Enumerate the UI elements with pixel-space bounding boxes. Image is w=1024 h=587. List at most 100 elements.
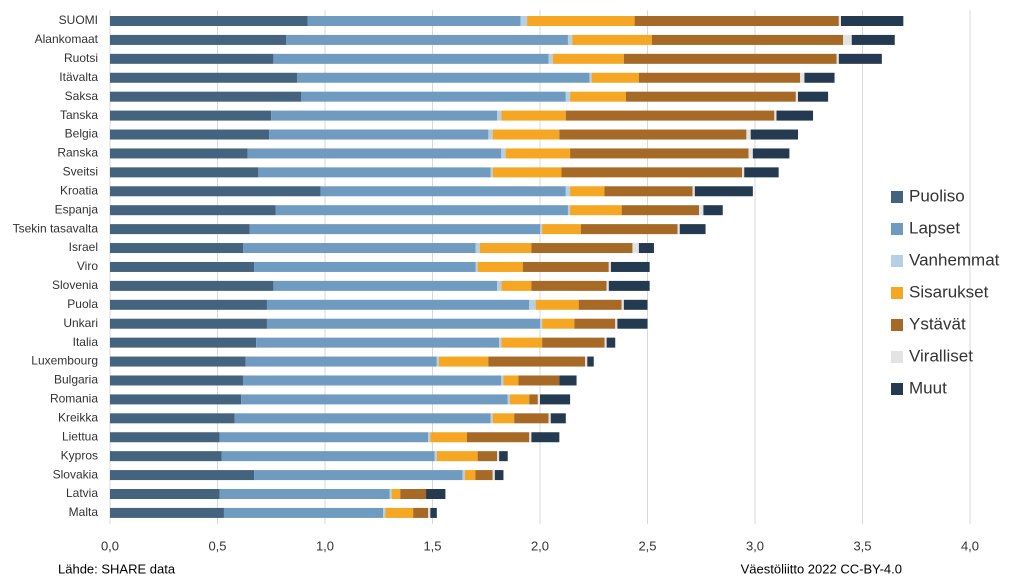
bar-segment — [692, 186, 695, 197]
bar-segment — [110, 91, 302, 102]
bar-segment — [247, 148, 502, 159]
bar-segment — [501, 110, 566, 121]
bar-segment — [606, 337, 616, 348]
bar-segment — [587, 356, 594, 367]
y-tick-label: Bulgaria — [54, 373, 98, 387]
bar-segment — [750, 129, 798, 140]
bar-segment — [570, 91, 626, 102]
y-tick-label: Belgia — [65, 127, 99, 141]
bar-segment — [494, 470, 504, 481]
bar-segment — [623, 299, 648, 310]
bar-segment — [529, 299, 536, 310]
bar-segment — [776, 110, 814, 121]
x-tick-label: 2,5 — [638, 538, 656, 553]
bar-segment — [286, 34, 568, 45]
bar-segment — [492, 129, 560, 140]
bar-segment — [703, 205, 723, 216]
bar-segment — [488, 356, 586, 367]
source: Lähde: SHARE data — [58, 561, 176, 576]
bar-segment — [488, 129, 493, 140]
bar-segment — [565, 110, 775, 121]
y-tick-label: Israel — [69, 240, 98, 254]
bar-segment — [548, 53, 553, 64]
legend-label: Sisarukset — [909, 282, 989, 301]
legend-swatch — [891, 191, 903, 203]
bar-segment — [490, 413, 493, 424]
bar-segment — [537, 394, 540, 405]
x-tick-label: 0,5 — [208, 538, 226, 553]
bar-segment — [798, 91, 829, 102]
y-tick-label: Slovakia — [53, 467, 99, 481]
y-tick-label: Espanja — [55, 202, 99, 216]
x-tick-label: 3,0 — [746, 538, 764, 553]
bar-segment — [795, 91, 798, 102]
bar-segment — [400, 489, 427, 499]
bars — [110, 16, 904, 518]
bar-segment — [548, 413, 551, 424]
bar-segment — [110, 243, 244, 254]
bar-segment — [638, 243, 654, 254]
bar-segment — [413, 507, 429, 518]
bar-segment — [241, 394, 508, 405]
bar-segment — [110, 337, 257, 348]
y-tick-label: Liettua — [62, 429, 98, 443]
y-tick-label: Kypros — [61, 448, 98, 462]
legend-swatch — [891, 223, 903, 235]
bar-segment — [110, 129, 270, 140]
legend-swatch — [891, 351, 903, 363]
bar-segment — [475, 470, 493, 481]
bar-segment — [608, 261, 611, 272]
bar-segment — [559, 129, 747, 140]
bar-segment — [477, 451, 497, 462]
y-tick-label: Romania — [50, 392, 98, 406]
bar-segment — [245, 356, 437, 367]
bar-segment — [436, 451, 478, 462]
bar-segment — [561, 167, 743, 178]
bar-segment — [567, 205, 571, 216]
y-tick-label: Puola — [67, 297, 98, 311]
labels: 0,0 0,5 1,0 1,5 2,0 2,5 3,0 3,5 4,0 SUOMI Alankoma… — [13, 13, 979, 553]
bar-segment — [559, 375, 577, 386]
legend-label: Viralliset — [909, 346, 973, 365]
bar-segment — [258, 167, 491, 178]
bar-segment — [434, 451, 437, 462]
y-tick-label: Kreikka — [58, 410, 98, 424]
bar-segment — [301, 91, 566, 102]
bar-segment — [570, 205, 622, 216]
x-tick-label: 2,0 — [531, 538, 549, 553]
bar-segment — [570, 148, 749, 159]
x-tick-label: 4,0 — [961, 538, 979, 553]
legend-label: Vanhemmat — [909, 250, 1000, 269]
bar-segment — [535, 299, 579, 310]
bar-segment — [297, 72, 590, 83]
bar-segment — [110, 16, 308, 26]
bar-segment — [529, 432, 532, 443]
bar-segment — [843, 34, 852, 45]
bar-segment — [110, 205, 276, 216]
legend-swatch — [891, 383, 903, 395]
bar-segment — [466, 432, 530, 443]
bar-segment — [518, 375, 560, 386]
bar-segment — [254, 470, 463, 481]
bar-segment — [385, 507, 414, 518]
bar-segment — [542, 318, 575, 329]
y-tick-label: Itävalta — [59, 70, 98, 84]
bar-segment — [273, 53, 549, 64]
y-tick-label: Slovenia — [52, 278, 98, 292]
bar-segment — [507, 394, 510, 405]
bar-segment — [223, 507, 384, 518]
legend-label: Puoliso — [909, 186, 965, 205]
bar-segment — [499, 451, 508, 462]
bar-segment — [679, 224, 706, 235]
bar-segment — [841, 16, 904, 26]
legend: Puoliso Lapset Vanhemmat Sisarukset Ystävät V… — [891, 186, 1000, 397]
bar-segment — [110, 356, 246, 367]
legend-swatch — [891, 319, 903, 331]
bar-segment — [694, 186, 753, 197]
bar-segment — [591, 72, 639, 83]
bar-segment — [503, 375, 519, 386]
bar-segment — [383, 507, 386, 518]
credit: Väestöliitto 2022 CC-BY-4.0 — [741, 561, 902, 576]
bar-segment — [540, 318, 543, 329]
